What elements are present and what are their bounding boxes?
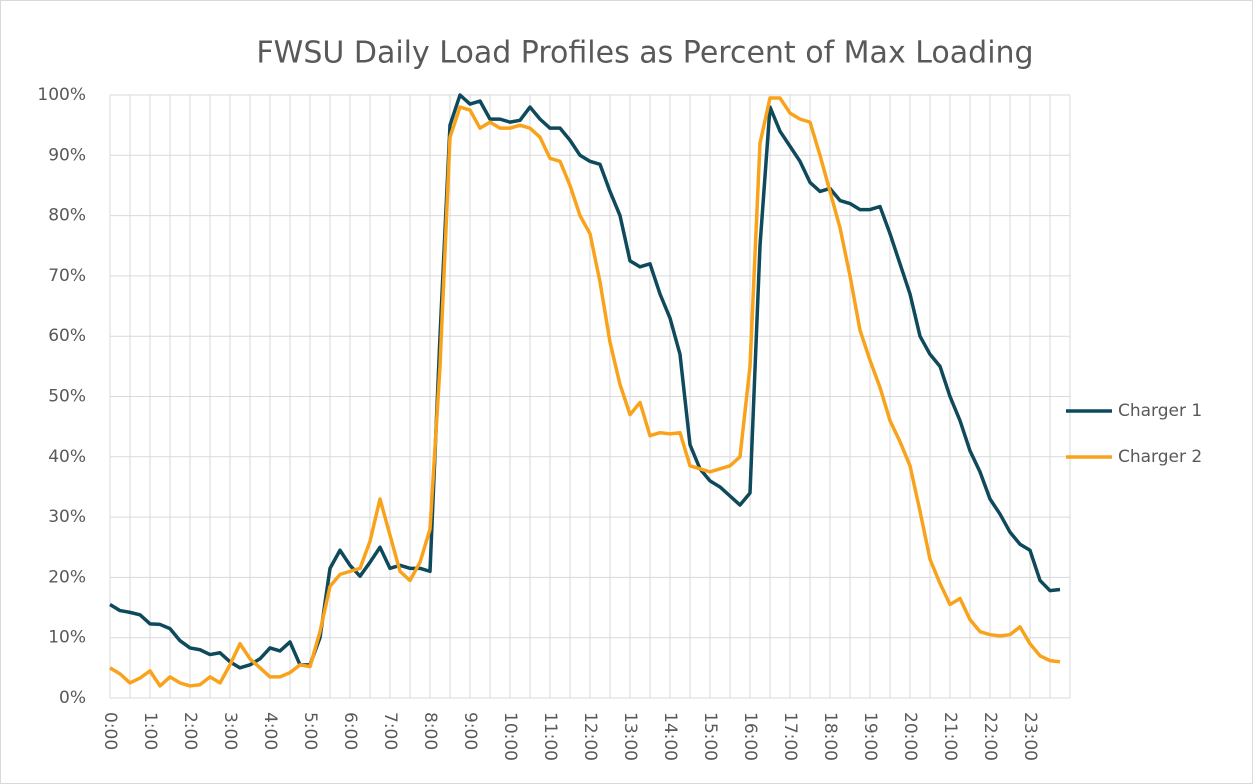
x-tick-label: 9:00 <box>460 712 480 750</box>
line-series <box>109 93 1061 670</box>
x-tick-label: 1:00 <box>140 712 160 750</box>
x-tick-label: 14:00 <box>660 712 680 761</box>
x-tick-label: 18:00 <box>820 712 840 761</box>
x-tick-label: 5:00 <box>300 712 320 750</box>
x-tick-label: 8:00 <box>420 712 440 750</box>
x-tick-label: 13:00 <box>620 712 640 761</box>
x-tick-label: 11:00 <box>540 712 560 761</box>
x-tick-label: 2:00 <box>180 712 200 750</box>
x-tick-label: 21:00 <box>940 712 960 761</box>
y-tick-label: 70% <box>48 266 86 286</box>
line-series <box>109 96 1061 688</box>
y-tick-label: 100% <box>37 85 86 105</box>
y-tick-label: 30% <box>48 507 86 527</box>
x-tick-label: 10:00 <box>500 712 520 761</box>
x-tick-label: 3:00 <box>220 712 240 750</box>
x-tick-label: 19:00 <box>860 712 880 761</box>
y-tick-label: 0% <box>59 688 86 708</box>
legend-label: Charger 2 <box>1118 447 1202 467</box>
x-tick-label: 17:00 <box>780 712 800 761</box>
y-tick-label: 10% <box>48 628 86 648</box>
x-tick-label: 23:00 <box>1020 712 1040 761</box>
y-tick-label: 90% <box>48 145 86 165</box>
x-tick-label: 20:00 <box>900 712 920 761</box>
x-tick-label: 16:00 <box>740 712 760 761</box>
x-tick-label: 6:00 <box>340 712 360 750</box>
y-tick-label: 80% <box>48 206 86 226</box>
y-tick-label: 20% <box>48 567 86 587</box>
x-tick-label: 15:00 <box>700 712 720 761</box>
x-tick-label: 22:00 <box>980 712 1000 761</box>
y-tick-label: 40% <box>48 447 86 467</box>
chart-title: FWSU Daily Load Profiles as Percent of M… <box>256 36 1033 71</box>
x-tick-label: 7:00 <box>380 712 400 750</box>
y-tick-label: 50% <box>48 387 86 407</box>
legend-label: Charger 1 <box>1118 401 1202 421</box>
x-tick-label: 4:00 <box>260 712 280 750</box>
x-tick-label: 12:00 <box>580 712 600 761</box>
x-tick-label: 0:00 <box>100 712 120 750</box>
y-tick-label: 60% <box>48 326 86 346</box>
